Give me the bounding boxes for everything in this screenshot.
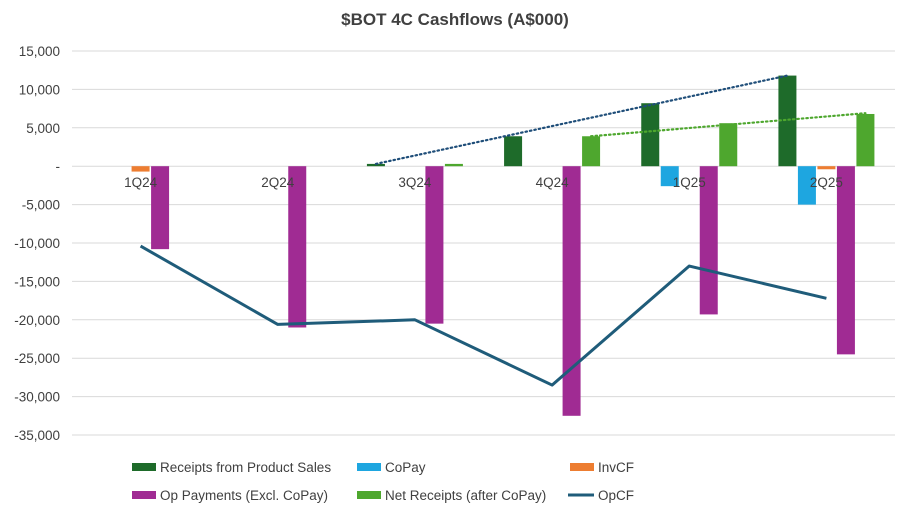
bar-net-receipts-after-copay-2q25 (856, 113, 875, 167)
y-tick-label: -15,000 (14, 274, 60, 289)
bar-net-receipts-after-copay-1q25 (719, 123, 738, 167)
legend-label-copay: CoPay (385, 460, 426, 475)
bar-receipts-from-product-sales-1q25 (641, 103, 660, 167)
y-tick-label: 5,000 (26, 121, 60, 136)
bar-op-payments-excl-copay-4q24 (562, 166, 581, 416)
trendline-receipts-from-product-sales (374, 74, 789, 165)
legend-label-net-receipts-after-copay: Net Receipts (after CoPay) (385, 488, 546, 503)
bar-invcf-2q25 (817, 166, 836, 170)
x-tick-label: 3Q24 (398, 175, 432, 190)
bar-receipts-from-product-sales-4q24 (504, 136, 523, 167)
y-tick-label: -30,000 (14, 390, 60, 405)
x-tick-label: 4Q24 (536, 175, 570, 190)
x-tick-label: 1Q24 (124, 175, 158, 190)
bar-op-payments-excl-copay-1q25 (699, 166, 718, 315)
bar-copay-1q25 (660, 166, 679, 187)
legend-swatch-invcf (570, 463, 594, 471)
legend-label-opcf: OpCF (598, 488, 634, 503)
y-tick-label: -25,000 (14, 351, 60, 366)
bar-copay-2q25 (797, 166, 816, 205)
legend-swatch-receipts-from-product-sales (132, 463, 156, 471)
chart-title: $BOT 4C Cashflows (A$000) (341, 10, 569, 29)
bar-net-receipts-after-copay-4q24 (582, 136, 601, 167)
bar-invcf-1q24 (131, 166, 150, 172)
bar-op-payments-excl-copay-1q24 (151, 166, 170, 250)
x-axis-ticks: 1Q24 2Q24 3Q24 4Q24 1Q25 2Q25 (124, 175, 843, 190)
bar-op-payments-excl-copay-2q24 (288, 166, 307, 328)
legend-swatch-op-payments-excl-copay (132, 491, 156, 499)
legend-label-receipts-from-product-sales: Receipts from Product Sales (160, 460, 331, 475)
y-tick-label: 10,000 (19, 82, 60, 97)
legend: Receipts from Product Sales CoPay InvCF Op … (132, 460, 634, 503)
opcf-line (139, 244, 827, 387)
trendline-net-receipts-after-copay (589, 112, 867, 138)
bar-op-payments-excl-copay-3q24 (425, 166, 444, 324)
trendlines (374, 74, 867, 165)
gridlines (72, 50, 895, 436)
x-tick-label: 2Q25 (810, 175, 843, 190)
y-tick-label: -35,000 (14, 428, 60, 443)
y-tick-label: -10,000 (14, 236, 60, 251)
legend-label-invcf: InvCF (598, 460, 634, 475)
bar-receipts-from-product-sales-2q25 (778, 75, 797, 167)
bar-op-payments-excl-copay-2q25 (836, 166, 855, 355)
bars (131, 75, 875, 416)
legend-label-op-payments-excl-copay: Op Payments (Excl. CoPay) (160, 488, 328, 503)
bar-receipts-from-product-sales-3q24 (366, 163, 385, 167)
line-opcf (139, 244, 827, 387)
y-tick-label: -5,000 (22, 198, 60, 213)
y-tick-label: - (56, 159, 61, 174)
legend-swatch-net-receipts-after-copay (357, 491, 381, 499)
y-tick-label: 15,000 (19, 44, 60, 59)
y-tick-label: -20,000 (14, 313, 60, 328)
x-tick-label: 2Q24 (261, 175, 295, 190)
x-tick-label: 1Q25 (673, 175, 706, 190)
y-axis-ticks: 15,000 10,000 5,000 - -5,000 -10,000 -15,000 -2… (14, 44, 60, 443)
legend-swatch-copay (357, 463, 381, 471)
bar-net-receipts-after-copay-3q24 (444, 163, 463, 167)
